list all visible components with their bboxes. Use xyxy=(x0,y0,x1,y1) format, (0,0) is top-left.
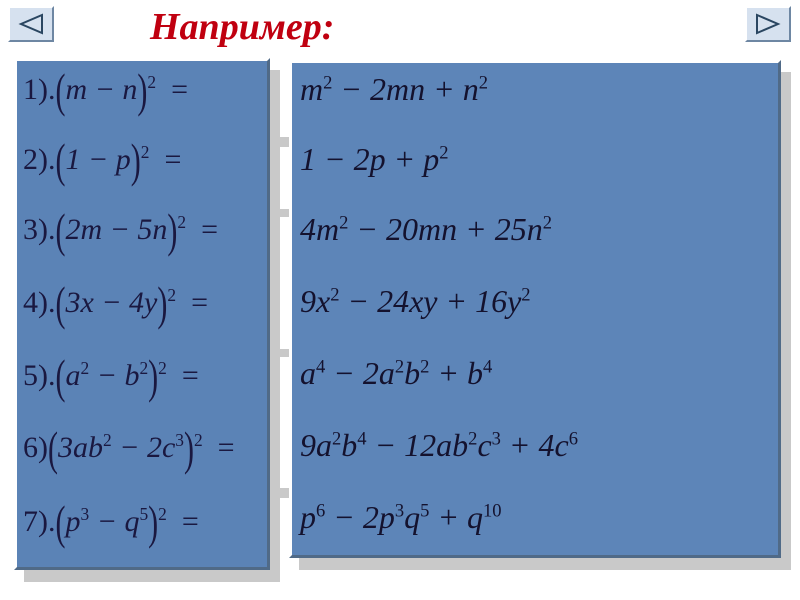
problem-expression: 2m − 5n xyxy=(66,213,168,246)
answer-row: 9a2b4 − 12ab2c3 + 4c6 xyxy=(300,427,578,464)
problem-number: 5). xyxy=(23,359,56,392)
problem-row: 1).(m − n)2 = xyxy=(23,73,188,107)
problem-row: 2).(1 − p)2 = xyxy=(23,143,181,177)
problem-expression: 3x − 4y xyxy=(66,286,158,319)
problem-number: 4). xyxy=(23,286,56,319)
problem-expression: p3 − q5 xyxy=(66,505,149,538)
nav-prev-button[interactable] xyxy=(8,6,54,42)
answer-row: p6 − 2p3q5 + q10 xyxy=(300,499,502,536)
answer-row: 1 − 2p + p2 xyxy=(300,141,448,178)
problem-number: 2). xyxy=(23,143,56,176)
answer-row: m2 − 2mn + n2 xyxy=(300,71,488,108)
problem-row: 5).(a2 − b2)2 = xyxy=(23,359,199,393)
nav-next-button[interactable] xyxy=(745,6,791,42)
page-title: Например: xyxy=(150,5,334,49)
problem-number: 6) xyxy=(23,431,48,464)
problem-expression: m − n xyxy=(66,73,138,106)
answers-panel: m2 − 2mn + n2 1 − 2p + p2 4m2 − 20mn + 25n… xyxy=(289,60,781,558)
answer-row: a4 − 2a2b2 + b4 xyxy=(300,355,492,392)
answer-row: 9x2 − 24xy + 16y2 xyxy=(300,283,531,320)
problem-expression: 1 − p xyxy=(66,143,131,176)
problem-expression: a2 − b2 xyxy=(66,359,149,392)
problem-row: 4).(3x − 4y)2 = xyxy=(23,286,208,320)
problem-number: 1). xyxy=(23,73,56,106)
triangle-left-icon xyxy=(18,13,44,35)
problem-number: 7). xyxy=(23,505,56,538)
answer-row: 4m2 − 20mn + 25n2 xyxy=(300,211,552,248)
problem-row: 3).(2m − 5n)2 = xyxy=(23,213,218,247)
problem-number: 3). xyxy=(23,213,56,246)
problem-row: 6)(3ab2 − 2c3)2 = xyxy=(23,431,235,465)
problem-row: 7).(p3 − q5)2 = xyxy=(23,505,199,539)
problem-expression: 3ab2 − 2c3 xyxy=(58,431,184,464)
triangle-right-icon xyxy=(755,13,781,35)
problems-panel: 1).(m − n)2 = 2).(1 − p)2 = 3).(2m − 5n)2 … xyxy=(14,58,270,570)
